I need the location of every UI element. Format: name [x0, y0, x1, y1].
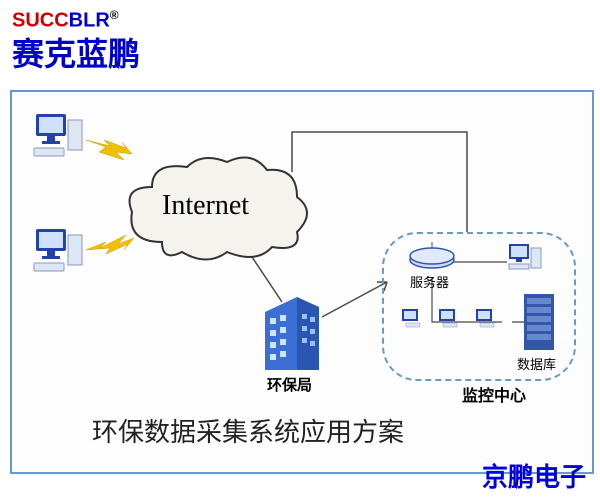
server-icon	[407, 242, 457, 272]
lightning-icon	[84, 230, 139, 260]
workstation-icon	[507, 242, 545, 276]
mini-pc-icon	[474, 307, 500, 333]
database-rack-icon	[522, 292, 556, 352]
footer-brand: 京鹏电子	[482, 457, 586, 494]
diagram-title: 环保数据采集系统应用方案	[92, 412, 404, 449]
brand-logo: SUCCBLR® 赛克蓝鹏	[12, 8, 140, 75]
mini-pc-icon	[400, 307, 426, 333]
mini-pc-icon	[437, 307, 463, 333]
diagram-frame: Internet	[10, 90, 594, 474]
cloud-label: Internet	[162, 190, 249, 222]
lightning-icon	[84, 132, 134, 167]
building-label: 环保局	[267, 374, 312, 395]
monitor-center-label: 监控中心	[462, 382, 526, 406]
logo-chinese: 赛克蓝鹏	[12, 29, 140, 75]
building-icon	[257, 292, 327, 372]
client-computer-2	[32, 227, 82, 277]
registered-mark: ®	[110, 8, 119, 22]
client-computer-1	[32, 112, 82, 162]
database-label: 数据库	[517, 354, 556, 373]
server-label: 服务器	[410, 272, 449, 291]
